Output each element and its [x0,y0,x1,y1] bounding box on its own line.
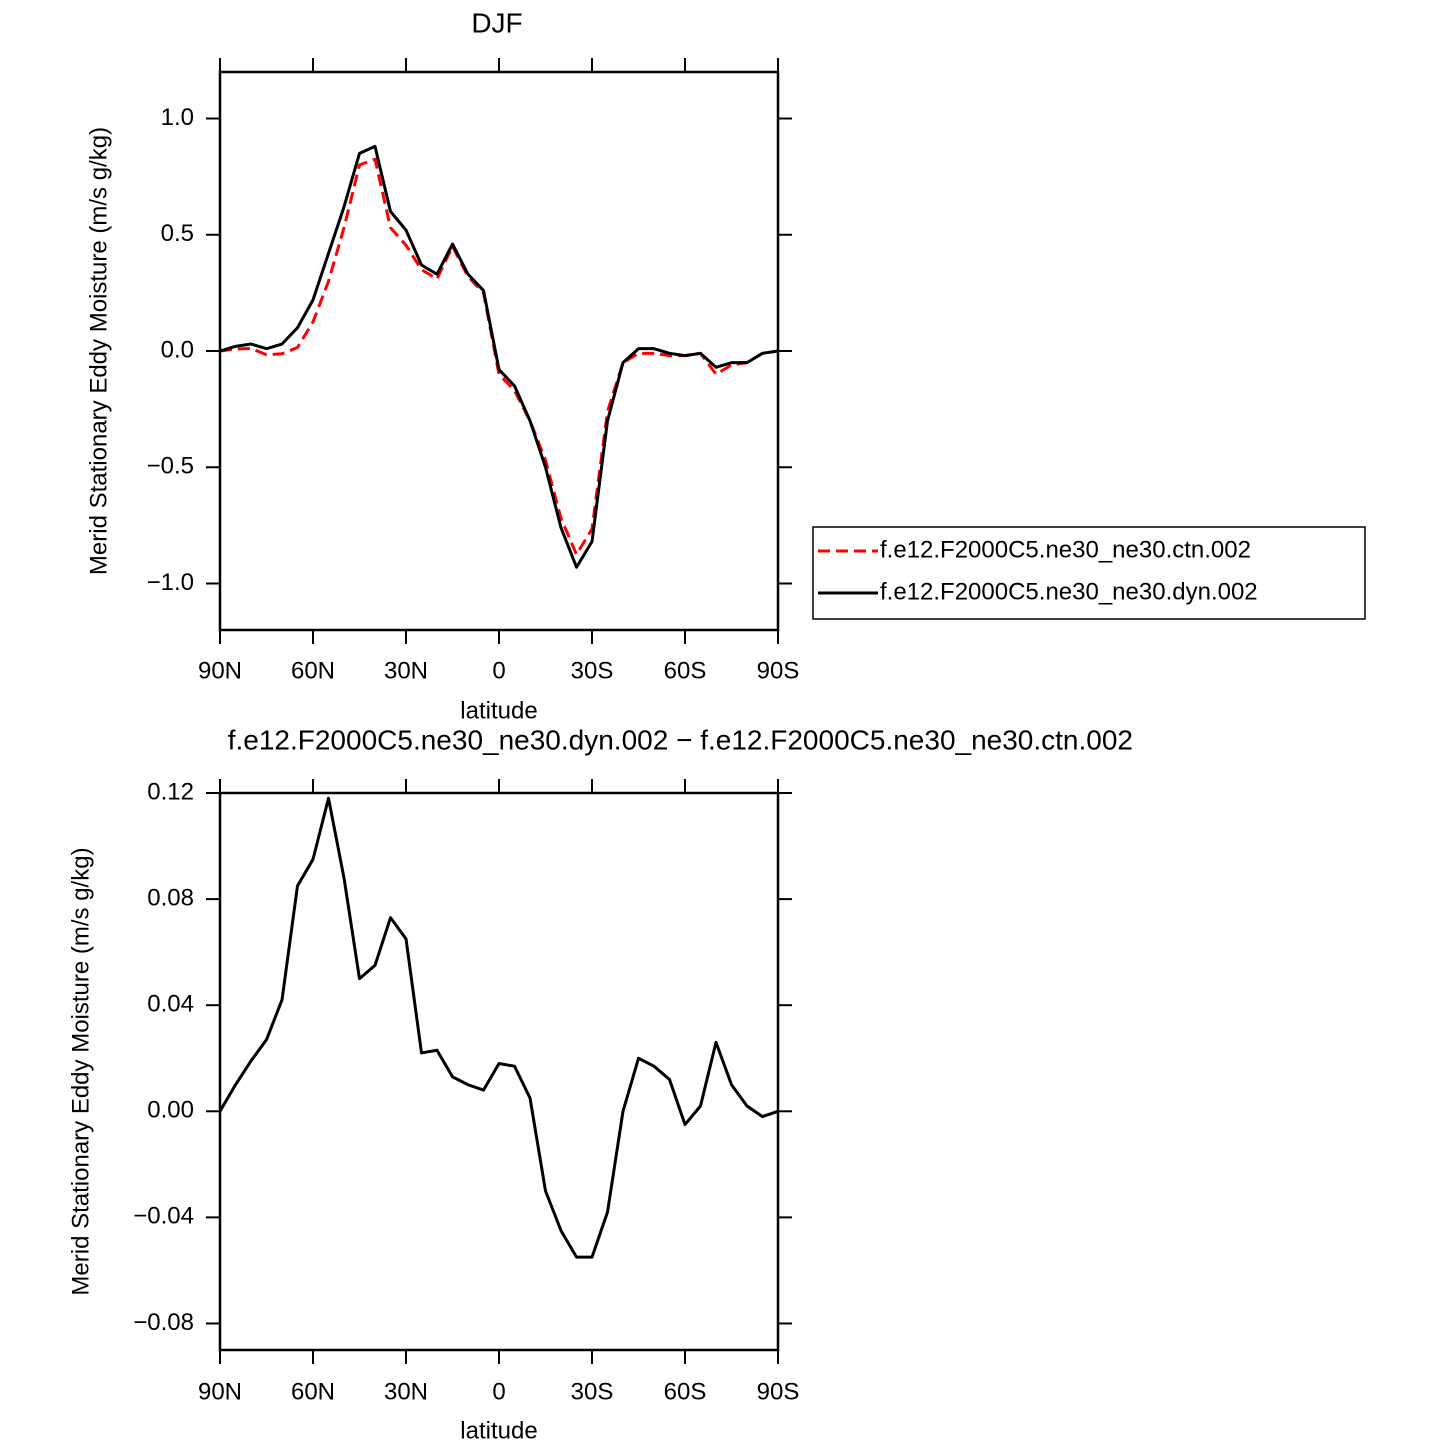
y-tick-label: 0.08 [147,884,194,911]
chart-title: DJF [471,7,522,38]
y-tick-label: 0.5 [161,220,194,247]
y-tick-label: −1.0 [147,569,194,596]
y-axis-label: Merid Stationary Eddy Moisture (m/s g/kg… [85,127,112,575]
legend-label: f.e12.F2000C5.ne30_ne30.ctn.002 [880,536,1251,563]
legend-box [812,526,1366,620]
x-tick-label: 30S [571,1378,614,1405]
data-line [219,157,779,556]
y-tick-label: −0.04 [133,1203,194,1230]
x-tick-label: 60N [291,657,335,684]
y-tick-label: 1.0 [161,104,194,131]
y-tick-label: −0.08 [133,1309,194,1336]
x-tick-label: 90S [757,1378,800,1405]
data-line [218,796,779,1259]
x-tick-label: 0 [492,1378,505,1405]
x-tick-label: 90N [198,1378,242,1405]
x-tick-label: 60S [664,1378,707,1405]
legend-label: f.e12.F2000C5.ne30_ne30.dyn.002 [880,578,1258,605]
x-tick-label: 90S [757,657,800,684]
y-tick-label: 0.04 [147,991,194,1018]
y-axis-label: Merid Stationary Eddy Moisture (m/s g/kg… [67,847,94,1295]
x-tick-label: 30N [384,1378,428,1405]
plot-frame [218,70,780,632]
y-tick-label: 0.0 [161,336,194,363]
chart-title: f.e12.F2000C5.ne30_ne30.dyn.002 − f.e12.… [228,724,1133,755]
y-tick-label: −0.5 [147,453,194,480]
x-tick-label: 30S [571,657,614,684]
x-tick-label: 30N [384,657,428,684]
x-tick-label: 0 [492,657,505,684]
x-tick-label: 60S [664,657,707,684]
x-tick-label: 60N [291,1378,335,1405]
x-axis-label: latitude [460,697,537,724]
y-tick-label: 0.00 [147,1097,194,1124]
x-tick-label: 90N [198,657,242,684]
x-axis-label: latitude [460,1417,537,1444]
y-tick-label: 0.12 [147,778,194,805]
plot-frame [218,791,780,1352]
data-line [219,144,779,569]
